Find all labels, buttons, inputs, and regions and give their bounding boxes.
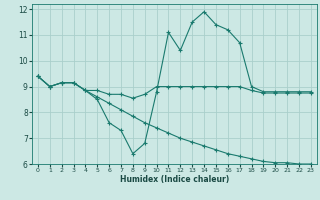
X-axis label: Humidex (Indice chaleur): Humidex (Indice chaleur)	[120, 175, 229, 184]
